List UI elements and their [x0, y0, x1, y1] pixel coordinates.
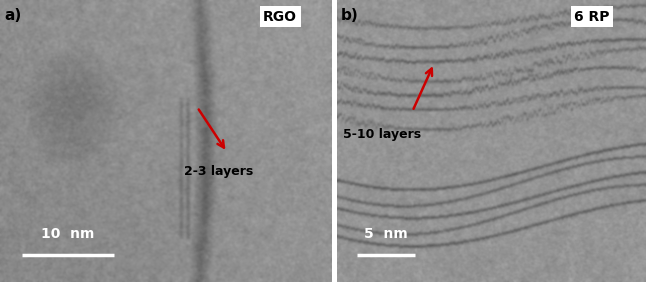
Text: RGO: RGO [263, 10, 297, 24]
Text: 5-10 layers: 5-10 layers [343, 128, 421, 141]
Text: 6 RP: 6 RP [574, 10, 610, 24]
Text: 5  nm: 5 nm [364, 227, 408, 241]
Text: 10  nm: 10 nm [41, 227, 94, 241]
Text: 2-3 layers: 2-3 layers [184, 165, 253, 178]
Text: a): a) [4, 8, 21, 23]
Text: b): b) [341, 8, 359, 23]
